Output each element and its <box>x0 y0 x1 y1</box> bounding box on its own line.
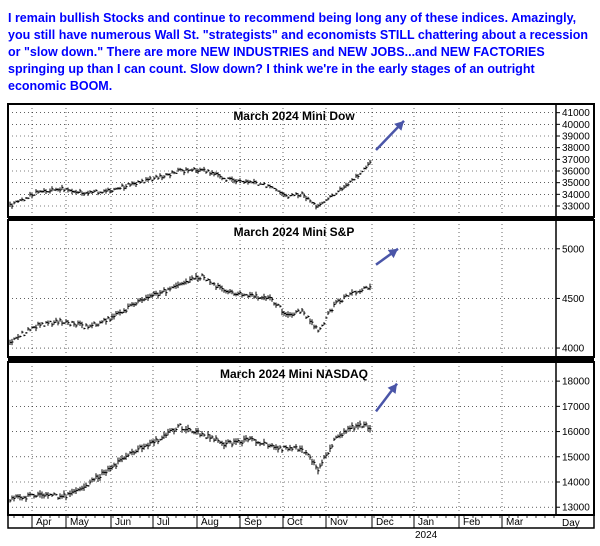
y-tick-label: 16000 <box>562 427 590 438</box>
projection-arrow <box>375 382 398 413</box>
month-label: Jan <box>418 517 434 528</box>
panel-title: March 2024 Mini NASDAQ <box>220 367 368 381</box>
panel-separator <box>8 357 594 362</box>
y-tick-label: 39000 <box>562 132 590 143</box>
ohlc-bars <box>9 272 372 346</box>
y-tick-label: 35000 <box>562 178 590 189</box>
panel-2: 13000 14000 15000 16000 17000 18000 March 2024… <box>7 361 595 516</box>
month-label: Jul <box>157 517 170 528</box>
y-tick-label: 17000 <box>562 402 590 413</box>
month-label: Nov <box>330 517 348 528</box>
commentary-text: I remain bullish Stocks and continue to … <box>8 11 589 93</box>
y-tick-label: 14000 <box>562 478 590 489</box>
panel-frame <box>7 219 595 358</box>
panel-title: March 2024 Mini S&P <box>234 225 355 239</box>
month-label: Apr <box>36 517 52 528</box>
y-tick-label: 33000 <box>562 202 590 213</box>
ohlc-bars <box>9 159 372 210</box>
panel-1: 4000 4500 5000 March 2024 Mini S&P <box>7 219 595 358</box>
projection-arrow <box>375 247 399 266</box>
commentary: I remain bullish Stocks and continue to … <box>8 10 592 95</box>
y-tick-label: 34000 <box>562 190 590 201</box>
ohlc-bars <box>9 420 372 503</box>
panel-title: March 2024 Mini Dow <box>233 109 355 123</box>
month-label: May <box>70 517 89 528</box>
month-label: Mar <box>506 517 524 528</box>
month-label: Aug <box>201 517 219 528</box>
year-label: 2024 <box>415 530 438 541</box>
y-tick-label: 4000 <box>562 344 585 355</box>
chart-panels: 3300034000350003600037000380003900040000… <box>7 103 595 516</box>
y-tick-label: 15000 <box>562 452 590 463</box>
x-axis-frame <box>7 514 595 529</box>
month-label: Sep <box>244 517 262 528</box>
x-axis: Apr May Jun Jul Aug Sep Oct Nov Dec Jan Feb Mar 2024… <box>7 514 595 541</box>
y-tick-label: 38000 <box>562 143 590 154</box>
month-label: Oct <box>287 517 303 528</box>
month-label: Dec <box>376 517 394 528</box>
month-label: Jun <box>115 517 131 528</box>
y-tick-label: 13000 <box>562 503 590 514</box>
x-unit-label: Day <box>562 518 580 529</box>
y-tick-label: 4500 <box>562 294 585 305</box>
month-label: Feb <box>463 517 481 528</box>
panel-0: 3300034000350003600037000380003900040000… <box>7 103 595 218</box>
projection-arrow <box>375 119 405 151</box>
panel-separator <box>8 217 594 220</box>
panel-frame <box>7 361 595 516</box>
y-tick-label: 40000 <box>562 120 590 131</box>
y-tick-label: 5000 <box>562 244 585 255</box>
y-tick-label: 36000 <box>562 167 590 178</box>
y-tick-label: 37000 <box>562 155 590 166</box>
y-tick-label: 41000 <box>562 108 590 119</box>
y-tick-label: 18000 <box>562 377 590 388</box>
